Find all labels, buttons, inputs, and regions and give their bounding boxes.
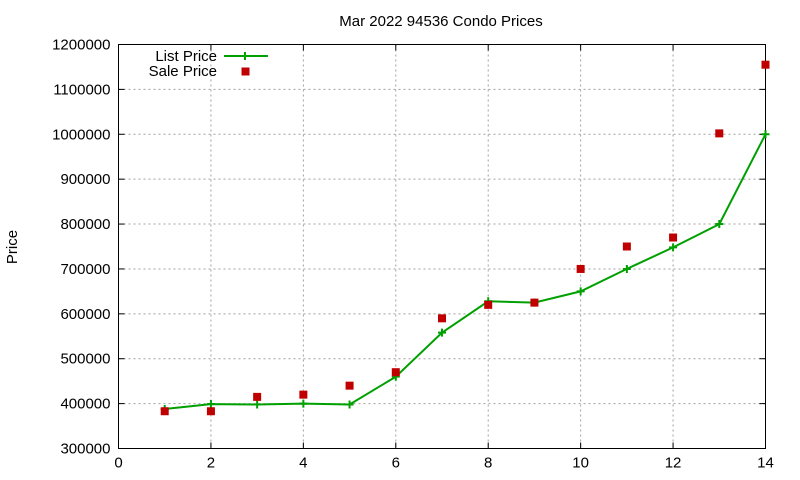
y-tick-label: 300000 bbox=[60, 441, 110, 458]
y-tick-label: 1200000 bbox=[52, 37, 110, 54]
legend: List Price Sale Price bbox=[149, 48, 268, 80]
y-tick-label: 1000000 bbox=[52, 126, 110, 143]
series-marks bbox=[160, 60, 770, 416]
sale-price-point bbox=[160, 407, 169, 416]
y-tick-label: 700000 bbox=[60, 261, 110, 278]
plot-frame bbox=[118, 44, 766, 449]
y-tick-label: 900000 bbox=[60, 171, 110, 188]
x-tick-label: 2 bbox=[207, 455, 215, 472]
axis-ticks: 0 2 4 6 8 10 12 14 300000 400000 500000 600000 70000… bbox=[52, 37, 774, 472]
y-tick-label: 1100000 bbox=[53, 81, 110, 98]
x-tick-label: 6 bbox=[392, 455, 400, 472]
legend-label-sale-price: Sale Price bbox=[149, 63, 217, 80]
sale-price-point bbox=[438, 314, 446, 323]
sale-price-point bbox=[206, 407, 215, 416]
sale-price-point bbox=[253, 392, 262, 401]
list-price-point bbox=[253, 400, 262, 409]
x-tick-label: 10 bbox=[572, 455, 589, 472]
x-tick-label: 0 bbox=[114, 455, 122, 472]
sale-price-point bbox=[345, 381, 354, 390]
legend-marker-list-price bbox=[241, 52, 249, 60]
sale-price-point bbox=[530, 298, 539, 307]
list-price-point bbox=[761, 130, 770, 139]
sale-price-point bbox=[391, 368, 400, 377]
sale-price-point bbox=[622, 242, 631, 251]
y-tick-label: 400000 bbox=[60, 396, 110, 413]
y-axis-label: Price bbox=[4, 230, 21, 264]
series-line-list-price bbox=[164, 133, 767, 410]
list-price-point bbox=[669, 243, 678, 252]
x-tick-label: 12 bbox=[665, 455, 682, 472]
list-price-point bbox=[715, 220, 724, 229]
x-tick-label: 8 bbox=[484, 455, 492, 472]
legend-marker-sale-price bbox=[241, 67, 250, 76]
list-price-point bbox=[622, 264, 631, 273]
sale-price-point bbox=[299, 390, 308, 399]
sale-price-point bbox=[761, 60, 770, 69]
legend-label-list-price: List Price bbox=[155, 48, 217, 65]
x-tick-label: 14 bbox=[757, 455, 774, 472]
sale-price-point bbox=[715, 129, 724, 138]
sale-price-point bbox=[669, 233, 678, 242]
sale-price-point bbox=[484, 300, 493, 309]
y-tick-label: 500000 bbox=[60, 351, 110, 368]
y-tick-label: 600000 bbox=[60, 306, 110, 323]
grid-lines bbox=[118, 44, 766, 449]
list-price-point bbox=[299, 399, 308, 408]
x-tick-label: 4 bbox=[299, 455, 307, 472]
sale-price-point bbox=[576, 264, 585, 273]
chart-title: Mar 2022 94536 Condo Prices bbox=[339, 13, 542, 30]
list-price-point bbox=[438, 328, 446, 337]
list-price-point bbox=[206, 400, 215, 409]
y-tick-label: 800000 bbox=[60, 216, 110, 233]
list-price-point bbox=[576, 287, 585, 296]
list-price-point bbox=[345, 400, 354, 409]
